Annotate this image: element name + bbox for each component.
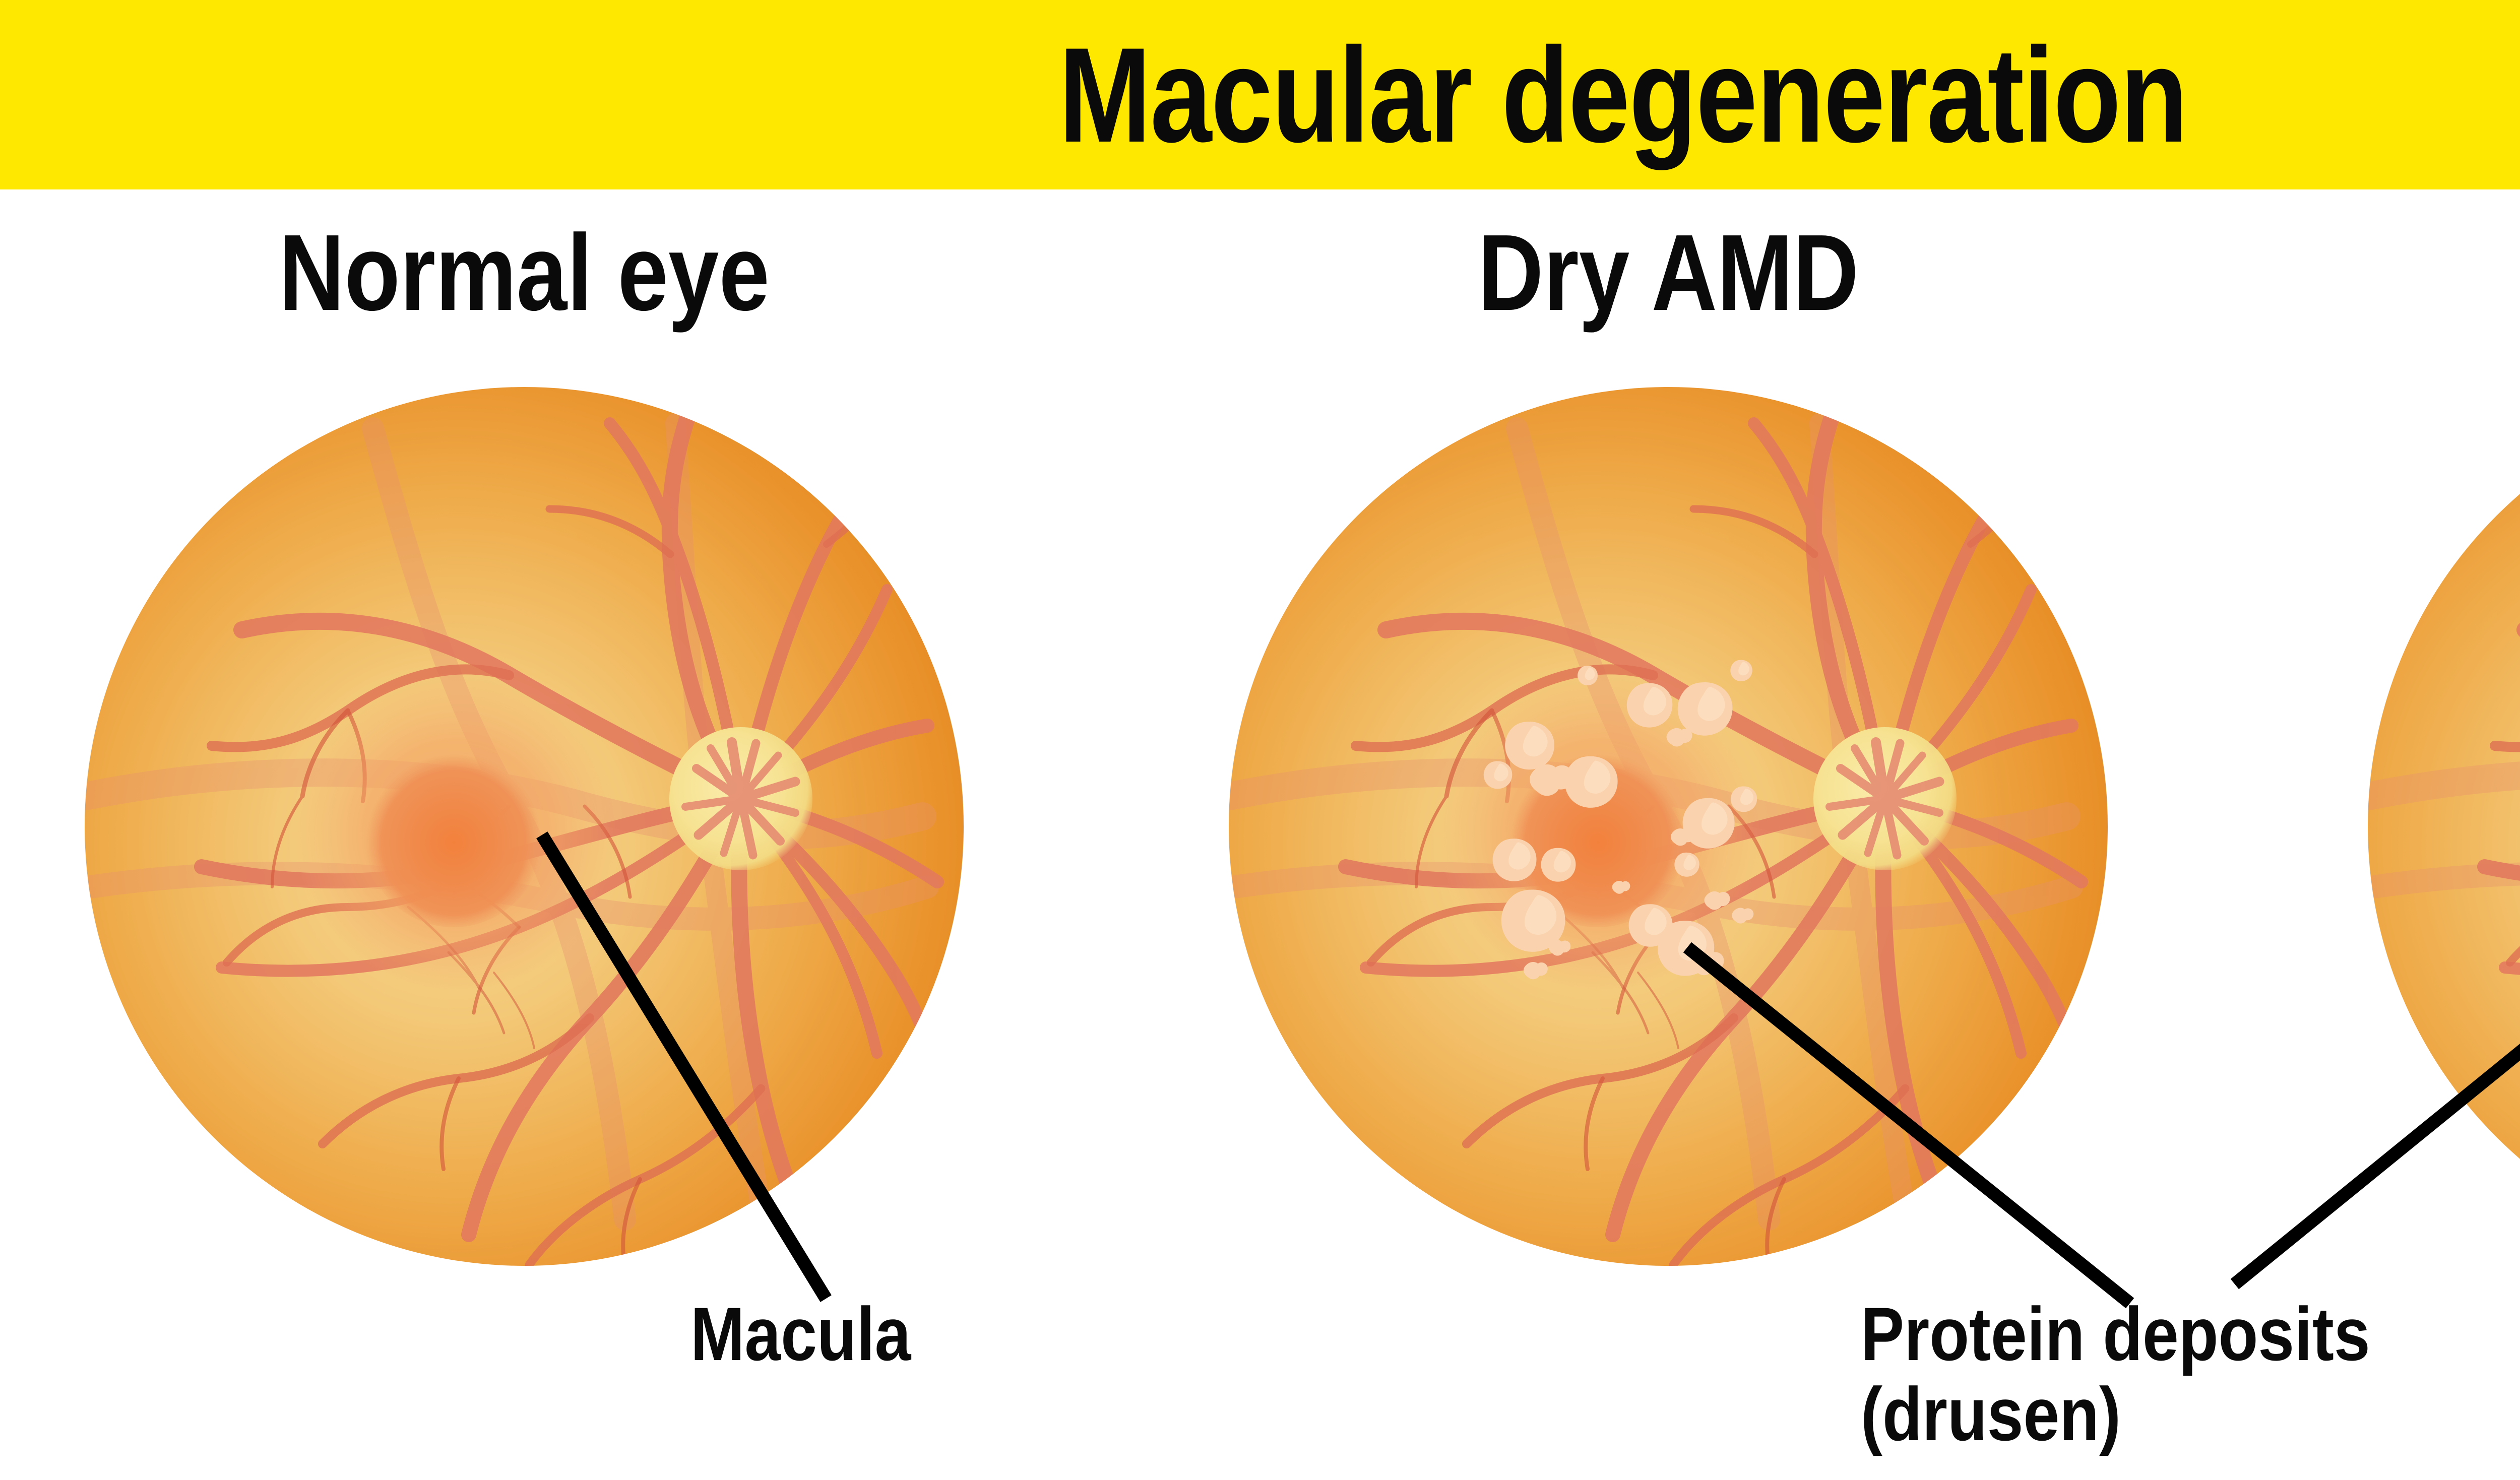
fundus-dry-amd (1229, 387, 2134, 1309)
fundus-normal-eye (85, 387, 964, 1302)
title-banner: Macular degeneration (0, 0, 2520, 189)
panel-heading-normal-eye: Normal eye (279, 211, 770, 333)
panel-heading-dry-amd: Dry AMD (1478, 211, 1859, 333)
leader-line-drusen (1683, 942, 2134, 1309)
leader-line-hemorrhage-secondary (2230, 1044, 2520, 1290)
fundus-wet-amd (2230, 387, 2520, 1290)
callout-label-drusen: Protein deposits (drusen) (1861, 1292, 2370, 1456)
macula-core (365, 751, 542, 927)
page-title: Macular degeneration (1058, 19, 2188, 170)
callout-label-macula: Macula (690, 1292, 911, 1376)
macula-core (1509, 751, 1686, 927)
leader-line-macula (536, 831, 832, 1302)
